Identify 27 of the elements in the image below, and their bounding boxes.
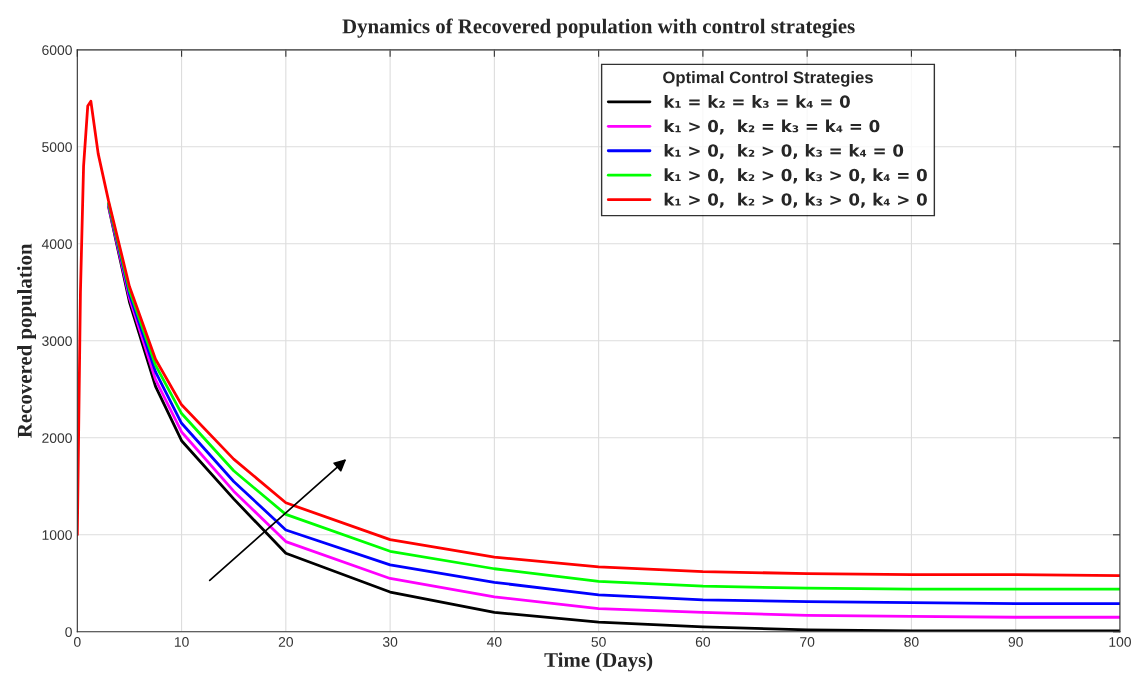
x-tick-label: 10 — [174, 637, 189, 647]
x-tick-label: 100 — [1109, 637, 1131, 647]
x-tick-label: 40 — [486, 637, 502, 647]
y-tick-label: 3000 — [42, 336, 72, 346]
y-axis-title: Recovered population — [17, 243, 37, 438]
y-tick-label: 2000 — [42, 433, 72, 443]
y-tick-label: 1000 — [42, 530, 72, 540]
y-tick-label: 5000 — [42, 142, 72, 152]
x-tick-label: 90 — [1008, 637, 1023, 647]
legend-label: k₁ > 0, k₂ > 0, k₃ > 0, k₄ > 0 — [664, 192, 927, 208]
y-tick-label: 4000 — [41, 239, 72, 249]
x-tick-label: 20 — [278, 637, 294, 647]
legend-label: k₁ > 0, k₂ > 0, k₃ = k₄ = 0 — [664, 143, 904, 159]
x-tick-label: 50 — [591, 637, 606, 647]
legend-label: k₁ > 0, k₂ = k₃ = k₄ = 0 — [664, 119, 880, 135]
legend-title: Optimal Control Strategies — [663, 71, 873, 87]
chart-title: Dynamics of Recovered population with control strategies — [342, 18, 855, 38]
x-tick-label: 0 — [74, 637, 81, 647]
y-tick-label: 6000 — [42, 45, 72, 55]
x-tick-label: 60 — [695, 637, 711, 647]
x-axis-title: Time (Days) — [544, 652, 653, 672]
x-tick-label: 30 — [382, 637, 398, 647]
legend-label: k₁ = k₂ = k₃ = k₄ = 0 — [664, 94, 850, 108]
x-tick-label: 70 — [800, 637, 815, 647]
legend-label: k₁ > 0, k₂ > 0, k₃ > 0, k₄ = 0 — [664, 168, 927, 184]
y-tick-label: 0 — [65, 627, 72, 637]
x-tick-label: 80 — [904, 637, 919, 647]
